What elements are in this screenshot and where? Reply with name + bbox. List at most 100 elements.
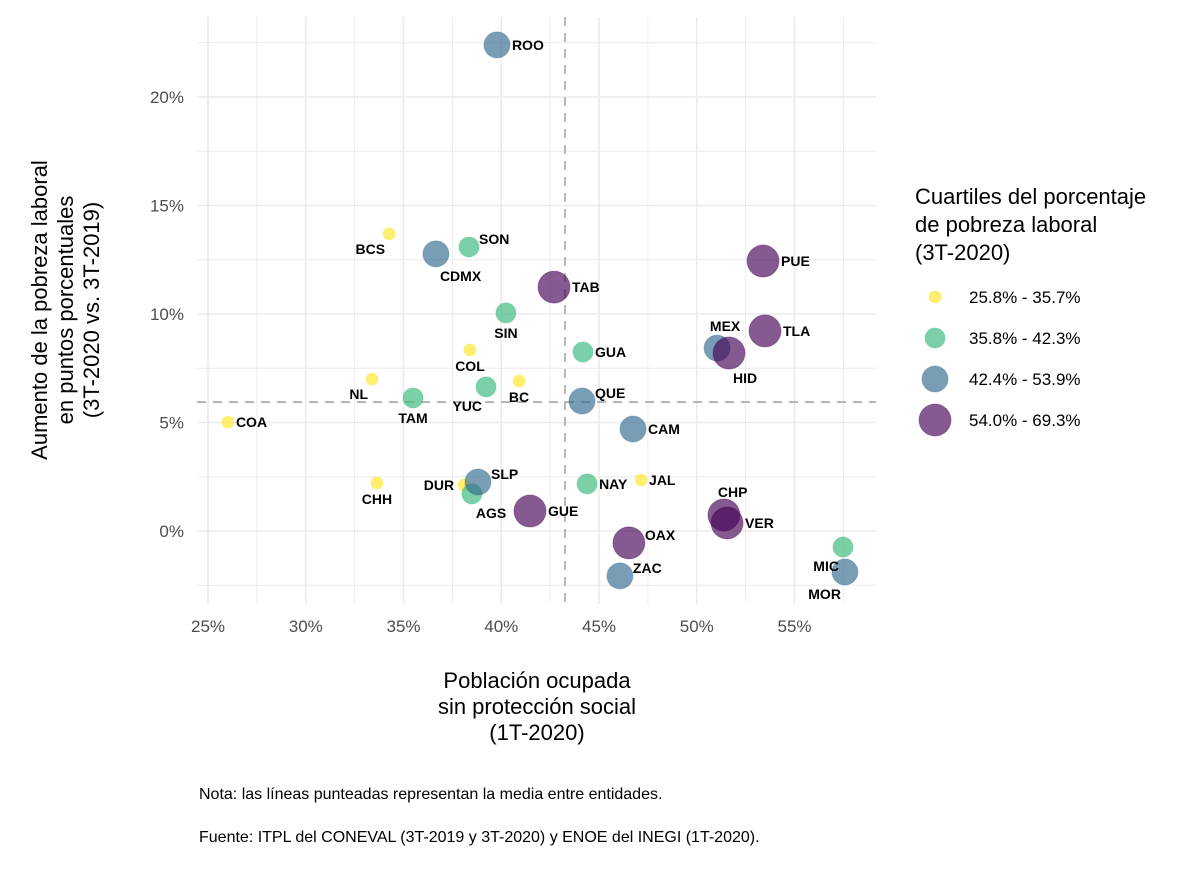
legend-key-q3: [921, 365, 949, 393]
x-tick-label: 25%: [191, 617, 225, 636]
point-label-son: SON: [479, 231, 509, 247]
point-label-tam: TAM: [398, 410, 427, 426]
x-tick-label: 35%: [386, 617, 420, 636]
point-label-gue: GUE: [548, 503, 578, 519]
point-gue: [513, 494, 547, 528]
point-mic: [832, 536, 854, 558]
x-axis-title-line: sin protección social: [438, 694, 636, 719]
point-label-tla: TLA: [783, 323, 810, 339]
point-zac: [606, 562, 634, 590]
legend-title-line: de pobreza laboral: [915, 212, 1097, 237]
point-mor: [831, 558, 859, 586]
legend-label-q4: 54.0% - 69.3%: [969, 411, 1081, 430]
source-caption: Fuente: ITPL del CONEVAL (3T-2019 y 3T-2…: [199, 829, 760, 846]
legend-title-line: (3T-2020): [915, 240, 1010, 265]
legend-title-line: Cuartiles del porcentaje: [915, 184, 1146, 209]
point-chh: [370, 476, 384, 490]
point-sin: [495, 302, 517, 324]
point-label-roo: ROO: [512, 37, 544, 53]
point-label-ver: VER: [745, 515, 774, 531]
point-tla: [748, 314, 782, 348]
point-label-yuc: YUC: [452, 398, 482, 414]
point-label-nl: NL: [349, 386, 368, 402]
point-label-mor: MOR: [808, 586, 841, 602]
point-coa: [221, 415, 235, 429]
point-label-dur: DUR: [424, 477, 454, 493]
point-label-mic: MIC: [813, 558, 839, 574]
point-label-tab: TAB: [572, 279, 600, 295]
y-axis-title-line: (3T-2020 vs. 3T-2019): [79, 202, 104, 418]
point-cdmx: [422, 240, 450, 268]
point-label-mex: MEX: [710, 318, 741, 334]
point-label-chp: CHP: [718, 484, 748, 500]
point-label-ags: AGS: [476, 505, 506, 521]
x-tick-label: 30%: [289, 617, 323, 636]
point-cam: [619, 415, 647, 443]
data-points: [221, 31, 859, 590]
grid: [197, 17, 876, 604]
point-label-sin: SIN: [494, 325, 517, 341]
legend-label-q1: 25.8% - 35.7%: [969, 288, 1081, 307]
point-roo: [483, 31, 511, 59]
point-label-bc: BC: [509, 389, 529, 405]
point-label-chh: CHH: [362, 491, 392, 507]
point-yuc: [475, 376, 497, 398]
point-label-pue: PUE: [781, 253, 810, 269]
point-nl: [365, 372, 379, 386]
legend-key-q4: [918, 403, 952, 437]
point-label-coa: COA: [236, 414, 267, 430]
point-tab: [537, 270, 571, 304]
point-label-que: QUE: [595, 385, 625, 401]
legend-key-q2: [924, 327, 946, 349]
y-tick-label: 10%: [150, 305, 184, 324]
point-jal: [634, 473, 648, 487]
point-label-col: COL: [455, 358, 485, 374]
point-label-cdmx: CDMX: [440, 268, 482, 284]
mean-reference-lines: [197, 17, 876, 604]
point-son: [458, 236, 480, 258]
point-labels: ROO BCS CDMX SON TAB SIN COL GUA MEX HID TLA PUE NL T…: [236, 37, 841, 602]
legend-key-q1: [928, 290, 942, 304]
y-axis-title-line: Aumento de la pobreza laboral: [27, 160, 52, 460]
point-label-slp: SLP: [491, 466, 518, 482]
point-gua: [572, 341, 594, 363]
legend: Cuartiles del porcentaje de pobreza labor…: [915, 184, 1146, 437]
y-tick-label: 15%: [150, 197, 184, 216]
point-hid: [712, 336, 746, 370]
point-col: [463, 343, 477, 357]
y-tick-label: 5%: [159, 414, 184, 433]
x-axis-title-line: (1T-2020): [489, 720, 584, 745]
y-axis-title: Aumento de la pobreza laboral en puntos p…: [27, 160, 104, 460]
legend-label-q2: 35.8% - 42.3%: [969, 329, 1081, 348]
point-tam: [402, 387, 424, 409]
y-axis-title-line: en puntos porcentuales: [53, 196, 78, 425]
point-label-oax: OAX: [645, 527, 676, 543]
y-tick-label: 0%: [159, 522, 184, 541]
point-bc: [512, 374, 526, 388]
point-nay: [576, 473, 598, 495]
point-label-bcs: BCS: [355, 241, 385, 257]
y-tick-label: 20%: [150, 88, 184, 107]
x-tick-label: 55%: [777, 617, 811, 636]
x-axis-ticks: 25% 30% 35% 40% 45% 50% 55%: [191, 617, 812, 636]
x-tick-label: 50%: [680, 617, 714, 636]
point-bcs: [382, 227, 396, 241]
x-axis-title-line: Población ocupada: [443, 668, 631, 693]
x-tick-label: 40%: [484, 617, 518, 636]
point-label-nay: NAY: [599, 476, 628, 492]
point-pue: [746, 244, 780, 278]
point-label-zac: ZAC: [633, 560, 662, 576]
point-slp: [464, 468, 492, 496]
y-axis-ticks: 0% 5% 10% 15% 20%: [150, 88, 184, 541]
point-label-hid: HID: [733, 370, 757, 386]
note-caption: Nota: las líneas punteadas representan l…: [199, 786, 663, 803]
point-label-gua: GUA: [595, 344, 626, 360]
point-label-jal: JAL: [649, 472, 676, 488]
point-label-cam: CAM: [648, 421, 680, 437]
point-que: [568, 387, 596, 415]
legend-label-q3: 42.4% - 53.9%: [969, 370, 1081, 389]
x-tick-label: 45%: [582, 617, 616, 636]
point-ver: [710, 506, 744, 540]
